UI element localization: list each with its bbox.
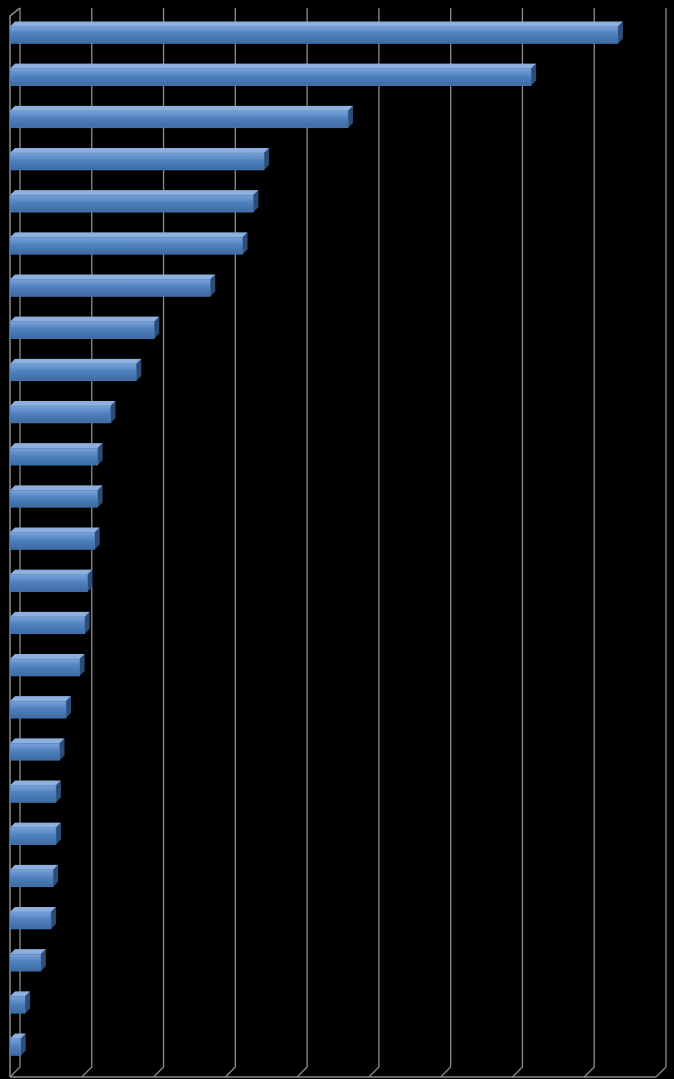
axis-edge — [9, 7, 21, 17]
bar-side — [55, 780, 61, 803]
bar-top — [10, 991, 31, 997]
bar-top — [10, 654, 85, 659]
bar — [9, 110, 349, 129]
bar-side — [531, 63, 537, 86]
grid-line — [655, 8, 667, 1078]
bar — [9, 152, 265, 171]
bar — [9, 574, 88, 592]
bar — [9, 743, 60, 761]
bar — [9, 827, 57, 845]
bar — [9, 405, 111, 424]
bar — [9, 1038, 22, 1056]
bar-top — [10, 148, 270, 153]
bar — [9, 658, 80, 677]
bar — [9, 532, 95, 550]
bar-side — [97, 485, 103, 508]
bar — [9, 68, 532, 86]
bar — [9, 194, 254, 213]
bar-top — [10, 611, 90, 617]
bar — [9, 490, 98, 508]
bar-side — [50, 907, 56, 929]
bar — [9, 321, 155, 339]
bar-side — [264, 148, 270, 170]
bar-top — [10, 63, 537, 69]
bar-top — [10, 1033, 26, 1039]
bar-top — [10, 569, 93, 575]
bar-side — [40, 949, 46, 972]
bar-side — [253, 190, 259, 213]
bar-side — [210, 274, 216, 297]
bar-top — [10, 232, 248, 238]
bar-top — [10, 105, 354, 111]
bar-top — [10, 696, 71, 702]
bar — [9, 363, 137, 382]
bar — [9, 279, 211, 297]
bar-side — [87, 569, 93, 592]
bar-top — [10, 738, 65, 744]
bar-side — [154, 316, 160, 339]
bar-top — [10, 443, 103, 449]
grid-line — [440, 8, 452, 1078]
bar-top — [10, 316, 160, 322]
bar-top — [10, 780, 61, 786]
bar-top — [10, 358, 142, 364]
bar-top — [10, 401, 116, 406]
bar-top — [10, 527, 100, 533]
bar-top — [10, 949, 46, 955]
bar-side — [53, 864, 59, 887]
bar-side — [84, 611, 90, 634]
grid-line — [296, 8, 308, 1078]
grid-line — [511, 8, 524, 1078]
bar — [9, 953, 42, 972]
grid-line — [368, 8, 380, 1078]
bar-top — [10, 21, 623, 27]
bar-side — [94, 527, 100, 550]
bar — [9, 785, 57, 803]
bar-top — [10, 274, 216, 280]
bar-side — [55, 822, 61, 845]
bar — [9, 447, 98, 466]
bar-side — [617, 21, 623, 44]
bar-top — [10, 907, 56, 912]
bar-side — [136, 358, 142, 381]
grid-line — [224, 8, 236, 1078]
bar-side — [59, 738, 65, 761]
bar-top — [10, 485, 103, 491]
bar-side — [65, 696, 71, 719]
bar-side — [20, 1033, 26, 1056]
bar-top — [10, 864, 59, 870]
bar-top — [10, 822, 61, 828]
bar — [9, 26, 619, 44]
bar — [9, 869, 54, 888]
bar-side — [348, 105, 354, 128]
bar-side — [110, 401, 116, 423]
bar-side — [242, 232, 248, 255]
bar — [9, 237, 243, 255]
bar-top — [10, 190, 259, 196]
bar — [9, 996, 26, 1014]
bar-side — [79, 654, 85, 676]
bar — [9, 616, 85, 635]
bar-side — [25, 991, 31, 1014]
bar-side — [97, 443, 103, 466]
grid-line — [583, 8, 595, 1078]
bar — [9, 911, 52, 930]
grid-line — [153, 8, 165, 1078]
bar — [9, 700, 67, 719]
